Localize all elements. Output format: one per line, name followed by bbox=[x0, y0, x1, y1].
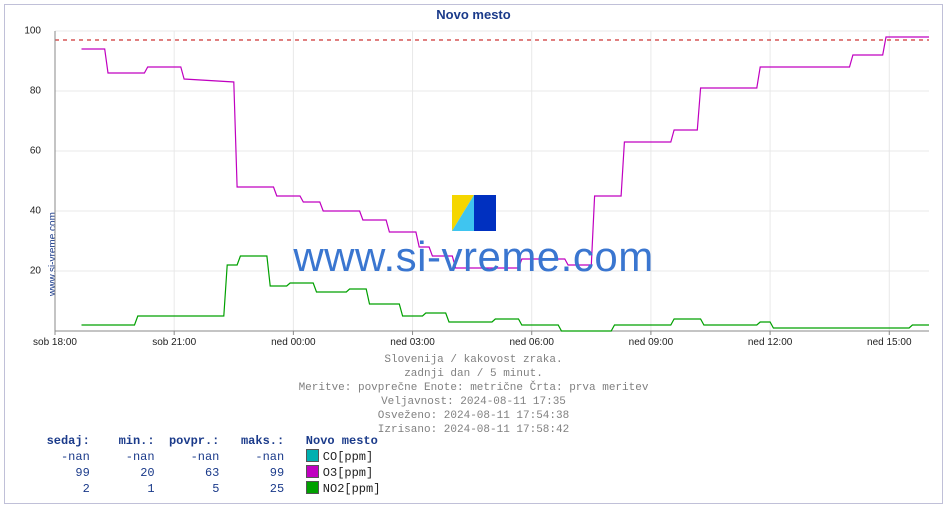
legend-value: -nan bbox=[155, 450, 220, 465]
x-tick-label: ned 00:00 bbox=[271, 337, 316, 348]
legend-series-label: O3[ppm] bbox=[323, 466, 373, 480]
legend-value: -nan bbox=[90, 450, 155, 465]
legend-header: sedaj: bbox=[25, 434, 90, 449]
legend-header: maks.: bbox=[219, 434, 284, 449]
x-tick-label: ned 03:00 bbox=[390, 337, 435, 348]
info-line: Veljavnost: 2024-08-11 17:35 bbox=[5, 395, 942, 409]
x-tick-label: sob 21:00 bbox=[152, 337, 196, 348]
legend-value: 25 bbox=[219, 482, 284, 497]
legend-table: sedaj:min.:povpr.:maks.: Novo mesto-nan-… bbox=[25, 434, 380, 497]
legend-value: 2 bbox=[25, 482, 90, 497]
x-tick-label: ned 15:00 bbox=[867, 337, 912, 348]
y-tick-label: 100 bbox=[24, 26, 41, 37]
info-line: Slovenija / kakovost zraka. bbox=[5, 353, 942, 367]
info-line: zadnji dan / 5 minut. bbox=[5, 367, 942, 381]
legend-row: 99206399 O3[ppm] bbox=[25, 465, 380, 481]
legend-value: -nan bbox=[219, 450, 284, 465]
legend-swatch-icon bbox=[306, 465, 319, 478]
x-tick-labels: sob 18:00sob 21:00ned 00:00ned 03:00ned … bbox=[45, 337, 935, 351]
info-block: Slovenija / kakovost zraka.zadnji dan / … bbox=[5, 353, 942, 437]
y-tick-labels: 20 40 60 80 100 bbox=[5, 27, 41, 337]
legend-row: 21525 NO2[ppm] bbox=[25, 481, 380, 497]
y-tick-label: 40 bbox=[30, 206, 41, 217]
legend-value: 5 bbox=[155, 482, 220, 497]
x-tick-label: sob 18:00 bbox=[33, 337, 77, 348]
legend-value: 99 bbox=[219, 466, 284, 481]
legend-title: Novo mesto bbox=[306, 434, 378, 448]
y-tick-label: 20 bbox=[30, 266, 41, 277]
legend-value: -nan bbox=[25, 450, 90, 465]
x-tick-label: ned 09:00 bbox=[629, 337, 674, 348]
chart-title: Novo mesto bbox=[5, 7, 942, 22]
legend-value: 20 bbox=[90, 466, 155, 481]
plot-area bbox=[45, 27, 935, 337]
legend-swatch-icon bbox=[306, 481, 319, 494]
x-tick-label: ned 06:00 bbox=[509, 337, 554, 348]
info-line: Osveženo: 2024-08-11 17:54:38 bbox=[5, 409, 942, 423]
chart-frame: Novo mesto www.si-vreme.com 20406080100 … bbox=[4, 4, 943, 504]
legend-value: 63 bbox=[155, 466, 220, 481]
y-tick-label: 80 bbox=[30, 86, 41, 97]
legend-header-row: sedaj:min.:povpr.:maks.: Novo mesto bbox=[25, 434, 380, 449]
legend-header: min.: bbox=[90, 434, 155, 449]
legend-swatch-icon bbox=[306, 449, 319, 462]
legend-header: povpr.: bbox=[155, 434, 220, 449]
info-line: Meritve: povprečne Enote: metrične Črta:… bbox=[5, 381, 942, 395]
legend-row: -nan-nan-nan-nan CO[ppm] bbox=[25, 449, 380, 465]
legend-series-label: CO[ppm] bbox=[323, 450, 373, 464]
x-tick-label: ned 12:00 bbox=[748, 337, 793, 348]
legend-value: 99 bbox=[25, 466, 90, 481]
legend-value: 1 bbox=[90, 482, 155, 497]
legend-series-label: NO2[ppm] bbox=[323, 482, 381, 496]
y-tick-label: 60 bbox=[30, 146, 41, 157]
